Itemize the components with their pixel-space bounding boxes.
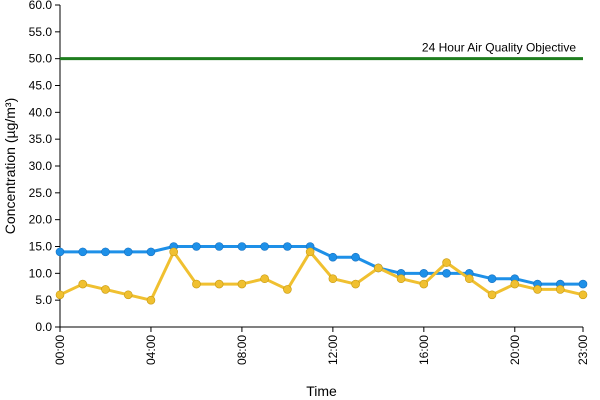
x-tick-label: 08:00 bbox=[235, 335, 249, 365]
y-tick-label: 60.0 bbox=[29, 0, 53, 12]
data-point bbox=[237, 242, 247, 251]
data-point bbox=[465, 274, 474, 284]
data-point bbox=[419, 279, 429, 289]
data-point bbox=[192, 279, 201, 289]
data-point bbox=[146, 247, 156, 257]
data-point bbox=[260, 242, 269, 251]
data-point bbox=[214, 279, 224, 289]
data-point bbox=[578, 279, 588, 289]
data-point bbox=[55, 290, 65, 300]
data-point bbox=[146, 295, 156, 305]
data-point bbox=[510, 279, 520, 289]
data-point bbox=[101, 285, 110, 294]
y-tick-label: 0.0 bbox=[35, 320, 52, 334]
data-point bbox=[487, 290, 497, 300]
data-point bbox=[351, 279, 360, 289]
y-axis-ticks: 0.0 5.0 10.0 15.0 20.0 25.0 30.0 35.0 40.0 45.0 50… bbox=[29, 0, 60, 334]
data-point bbox=[55, 247, 65, 257]
y-tick-label: 50.0 bbox=[29, 52, 53, 66]
data-point bbox=[237, 279, 247, 289]
data-point bbox=[442, 269, 451, 278]
series-line bbox=[59, 250, 584, 302]
y-tick-label: 15.0 bbox=[29, 240, 53, 254]
data-point bbox=[442, 258, 451, 267]
x-tick-label: 12:00 bbox=[326, 335, 340, 365]
data-point bbox=[487, 274, 497, 284]
y-tick-label: 30.0 bbox=[29, 159, 53, 173]
data-point bbox=[260, 274, 269, 284]
data-point bbox=[396, 274, 406, 284]
x-tick-label: 23:00 bbox=[576, 335, 590, 365]
data-point bbox=[123, 247, 133, 257]
data-point bbox=[78, 247, 88, 257]
data-point bbox=[305, 247, 315, 257]
x-tick-label: 00:00 bbox=[53, 335, 67, 365]
y-tick-label: 10.0 bbox=[29, 266, 53, 280]
x-tick-label: 20:00 bbox=[508, 335, 522, 365]
series-layer bbox=[55, 242, 588, 305]
data-point bbox=[328, 252, 338, 262]
y-tick-label: 20.0 bbox=[29, 213, 53, 227]
data-point bbox=[555, 285, 565, 294]
data-point bbox=[169, 247, 178, 257]
x-tick-label: 04:00 bbox=[144, 335, 158, 365]
data-point bbox=[533, 285, 542, 294]
series-1 bbox=[55, 247, 588, 305]
y-tick-label: 55.0 bbox=[29, 25, 53, 39]
data-point bbox=[283, 285, 292, 294]
data-point bbox=[419, 269, 429, 278]
data-point bbox=[328, 274, 338, 284]
data-point bbox=[214, 242, 224, 251]
data-point bbox=[283, 242, 292, 251]
data-point bbox=[192, 242, 201, 251]
data-point bbox=[578, 290, 588, 300]
data-point bbox=[351, 252, 360, 262]
y-tick-label: 40.0 bbox=[29, 105, 53, 119]
data-point bbox=[78, 279, 88, 289]
x-tick-label: 16:00 bbox=[417, 335, 431, 365]
y-tick-label: 35.0 bbox=[29, 132, 53, 146]
y-tick-label: 25.0 bbox=[29, 186, 53, 200]
y-axis-title: Concentration (µg/m³) bbox=[2, 98, 18, 234]
data-point bbox=[374, 263, 383, 273]
y-tick-label: 5.0 bbox=[35, 293, 52, 307]
y-tick-label: 45.0 bbox=[29, 79, 53, 93]
data-point bbox=[123, 290, 133, 300]
x-axis-ticks: 00:00 04:00 08:00 12:00 16:00 20:00 23:00 bbox=[53, 327, 590, 365]
data-point bbox=[101, 247, 110, 257]
x-axis-title: Time bbox=[306, 383, 337, 399]
air-quality-objective-label: 24 Hour Air Quality Objective bbox=[422, 41, 576, 55]
